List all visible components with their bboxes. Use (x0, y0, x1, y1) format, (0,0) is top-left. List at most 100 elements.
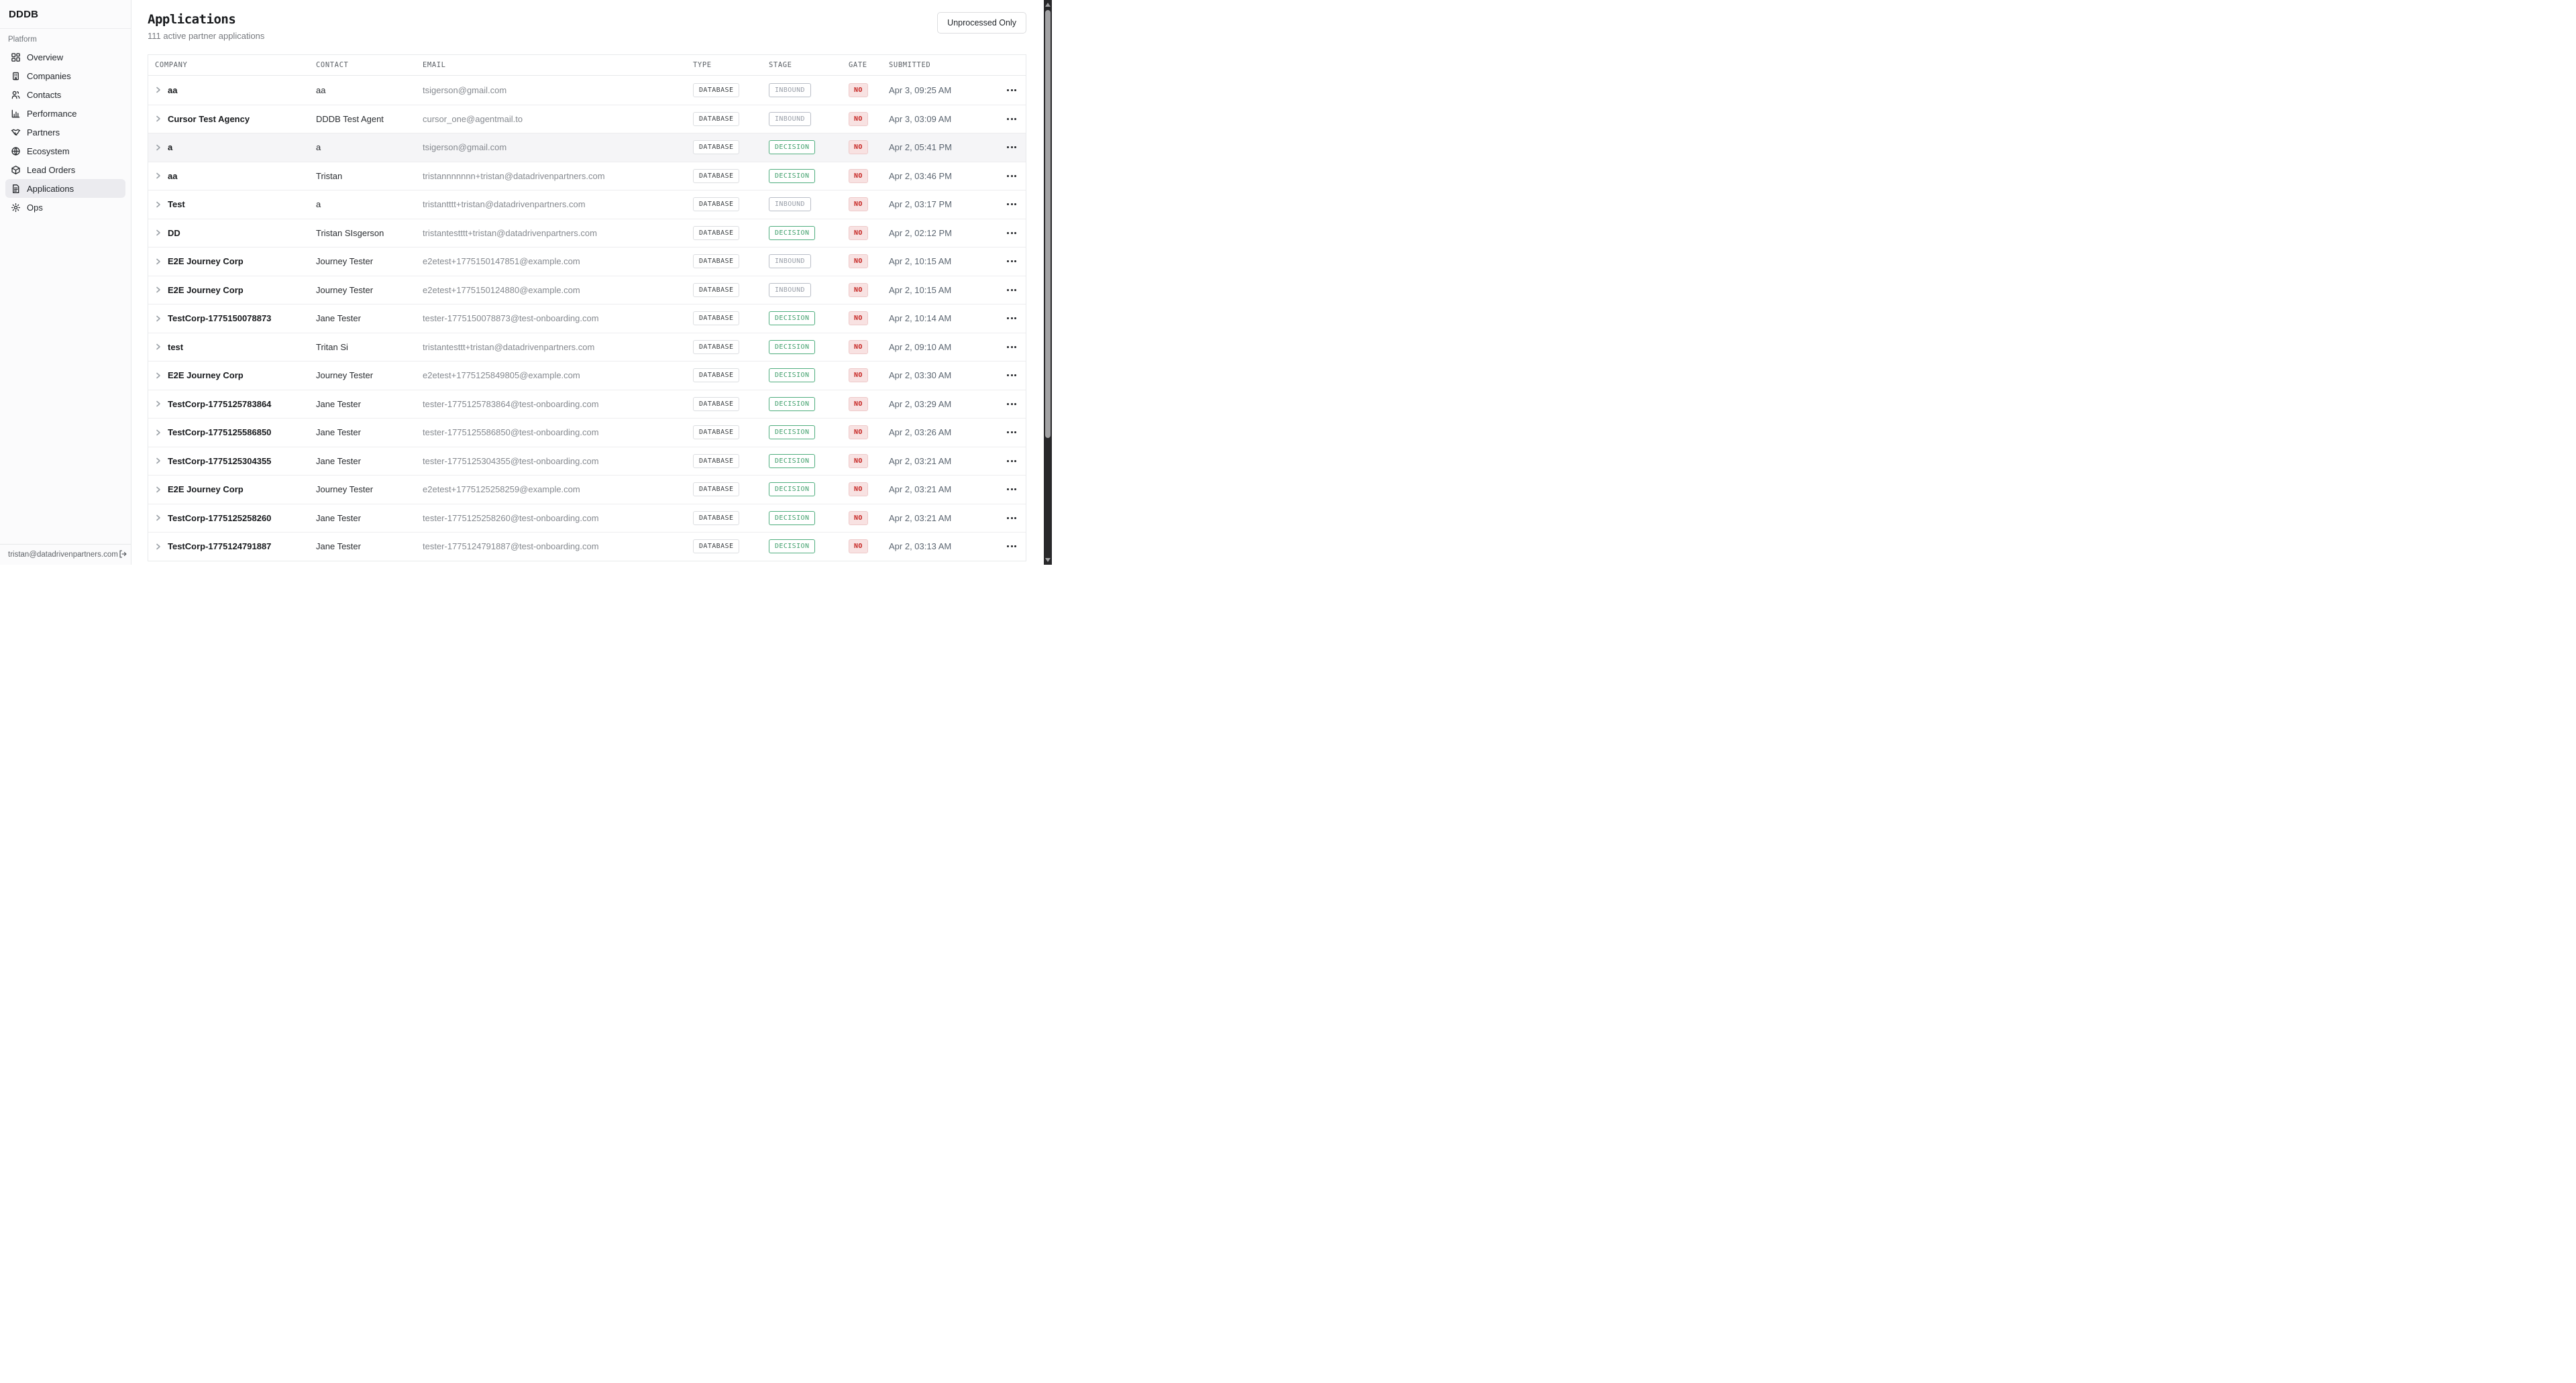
sidebar-item-applications[interactable]: Applications (5, 179, 125, 198)
chevron-right-icon[interactable] (155, 372, 162, 379)
row-menu-ellipsis-icon[interactable] (1007, 133, 1026, 162)
contact-name: Journey Tester (316, 256, 374, 267)
table-row[interactable]: TestCorp-1775124791887 Jane Tester tester-… (148, 532, 1026, 561)
sidebar-item-lead-orders[interactable]: Lead Orders (5, 160, 125, 179)
company-name: TestCorp-1775125304355 (168, 455, 272, 466)
chevron-right-icon[interactable] (155, 201, 162, 208)
type-badge: DATABASE (693, 111, 740, 126)
table-row[interactable]: E2E Journey Corp Journey Tester e2etest+17… (148, 475, 1026, 504)
table-row[interactable]: aa aa tsigerson@gmail.com DATABASE INBOUND NO… (148, 76, 1026, 105)
company-name: E2E Journey Corp (168, 484, 244, 495)
row-menu-ellipsis-icon[interactable] (1007, 476, 1026, 504)
contact-name: Tristan SIsgerson (316, 227, 384, 238)
row-menu-ellipsis-icon[interactable] (1007, 105, 1026, 133)
row-menu-ellipsis-icon[interactable] (1007, 190, 1026, 219)
chevron-right-icon[interactable] (155, 144, 162, 151)
chevron-right-icon[interactable] (155, 543, 162, 550)
table-row[interactable]: DD Tristan SIsgerson tristantestttt+trista… (148, 218, 1026, 247)
scrollbar-down-arrow-icon[interactable] (1045, 558, 1051, 562)
sidebar-item-ops[interactable]: Ops (5, 198, 125, 217)
row-menu-ellipsis-icon[interactable] (1007, 305, 1026, 333)
row-menu-ellipsis-icon[interactable] (1007, 333, 1026, 362)
sidebar-item-performance[interactable]: Performance (5, 104, 125, 123)
gate-badge: NO (849, 82, 868, 97)
chevron-right-icon[interactable] (155, 115, 162, 122)
contact-email: cursor_one@agentmail.to (423, 113, 523, 124)
table-row[interactable]: E2E Journey Corp Journey Tester e2etest+17… (148, 361, 1026, 390)
submitted-date: Apr 2, 10:15 AM (889, 256, 952, 267)
table-row[interactable]: a a tsigerson@gmail.com DATABASE DECISION NO A… (148, 133, 1026, 162)
sidebar-item-label: Performance (27, 108, 77, 119)
company-cell: aa (148, 85, 316, 95)
table-row[interactable]: aa Tristan tristannnnnnn+tristan@datadrive… (148, 161, 1026, 190)
scrollbar-thumb[interactable] (1045, 10, 1051, 438)
row-menu-ellipsis-icon[interactable] (1007, 504, 1026, 533)
table-row[interactable]: TestCorp-1775125304355 Jane Tester tester-… (148, 446, 1026, 476)
table-row[interactable]: Cursor Test Agency DDDB Test Agent cursor_… (148, 104, 1026, 133)
table-row[interactable]: Test a tristantttt+tristan@datadrivenpartn… (148, 190, 1026, 219)
company-name: test (168, 341, 184, 352)
chevron-right-icon[interactable] (155, 457, 162, 464)
contact-name: Journey Tester (316, 370, 374, 381)
chevron-right-icon[interactable] (155, 286, 162, 293)
chevron-right-icon[interactable] (155, 514, 162, 521)
chevron-right-icon[interactable] (155, 172, 162, 179)
table-row[interactable]: TestCorp-1775125783864 Jane Tester tester-… (148, 389, 1026, 419)
table-row[interactable]: TestCorp-1775125586850 Jane Tester tester-… (148, 418, 1026, 447)
chevron-right-icon[interactable] (155, 429, 162, 436)
sidebar-item-companies[interactable]: Companies (5, 66, 125, 85)
contact-email: e2etest+1775150147851@example.com (423, 256, 580, 267)
sidebar-item-partners[interactable]: Partners (5, 123, 125, 142)
row-menu-ellipsis-icon[interactable] (1007, 276, 1026, 305)
chevron-right-icon[interactable] (155, 486, 162, 493)
contact-email: tsigerson@gmail.com (423, 85, 507, 95)
chevron-right-icon[interactable] (155, 343, 162, 350)
sidebar-item-label: Ecosystem (27, 146, 70, 156)
table-row[interactable]: E2E Journey Corp Journey Tester e2etest+17… (148, 275, 1026, 305)
row-menu-ellipsis-icon[interactable] (1007, 390, 1026, 419)
contact-name: aa (316, 85, 326, 95)
contact-email: tsigerson@gmail.com (423, 142, 507, 153)
sidebar-item-label: Lead Orders (27, 164, 76, 175)
row-menu-ellipsis-icon[interactable] (1007, 247, 1026, 276)
sidebar-item-overview[interactable]: Overview (5, 48, 125, 66)
scrollbar-up-arrow-icon[interactable] (1045, 3, 1051, 7)
unprocessed-only-button[interactable]: Unprocessed Only (937, 12, 1026, 34)
type-badge: DATABASE (693, 539, 740, 554)
sidebar-item-contacts[interactable]: Contacts (5, 85, 125, 104)
type-badge: DATABASE (693, 339, 740, 354)
chevron-right-icon[interactable] (155, 258, 162, 265)
chevron-right-icon[interactable] (155, 229, 162, 236)
row-menu-ellipsis-icon[interactable] (1007, 419, 1026, 447)
contact-email: tester-1775124791887@test-onboarding.com (423, 541, 599, 552)
table-row[interactable]: test Tritan Si tristantesttt+tristan@datad… (148, 332, 1026, 362)
chevron-right-icon[interactable] (155, 315, 162, 322)
company-cell: test (148, 342, 316, 352)
type-badge: DATABASE (693, 368, 740, 383)
logout-icon[interactable] (118, 549, 127, 561)
row-menu-ellipsis-icon[interactable] (1007, 362, 1026, 390)
contact-name: DDDB Test Agent (316, 113, 384, 124)
row-menu-ellipsis-icon[interactable] (1007, 76, 1026, 105)
chevron-right-icon[interactable] (155, 87, 162, 93)
contacts-icon (11, 90, 21, 100)
type-badge: DATABASE (693, 282, 740, 297)
row-menu-ellipsis-icon[interactable] (1007, 447, 1026, 476)
window-scrollbar[interactable] (1044, 0, 1052, 565)
submitted-date: Apr 2, 03:17 PM (889, 199, 952, 210)
table-row[interactable]: TestCorp-1775150078873 Jane Tester tester-… (148, 304, 1026, 333)
table-row[interactable]: E2E Journey Corp Journey Tester e2etest+17… (148, 247, 1026, 276)
row-menu-ellipsis-icon[interactable] (1007, 162, 1026, 190)
table-row[interactable]: TestCorp-1775125258260 Jane Tester tester-… (148, 503, 1026, 533)
row-menu-ellipsis-icon[interactable] (1007, 219, 1026, 247)
column-header-stage: STAGE (769, 61, 792, 69)
sidebar-section-label: Platform (8, 36, 37, 44)
company-cell: Cursor Test Agency (148, 114, 316, 124)
company-cell: TestCorp-1775125304355 (148, 456, 316, 466)
sidebar-item-label: Overview (27, 52, 64, 62)
company-name: Test (168, 199, 185, 210)
submitted-date: Apr 2, 10:15 AM (889, 284, 952, 295)
chevron-right-icon[interactable] (155, 400, 162, 407)
sidebar-item-ecosystem[interactable]: Ecosystem (5, 142, 125, 160)
row-menu-ellipsis-icon[interactable] (1007, 533, 1026, 561)
